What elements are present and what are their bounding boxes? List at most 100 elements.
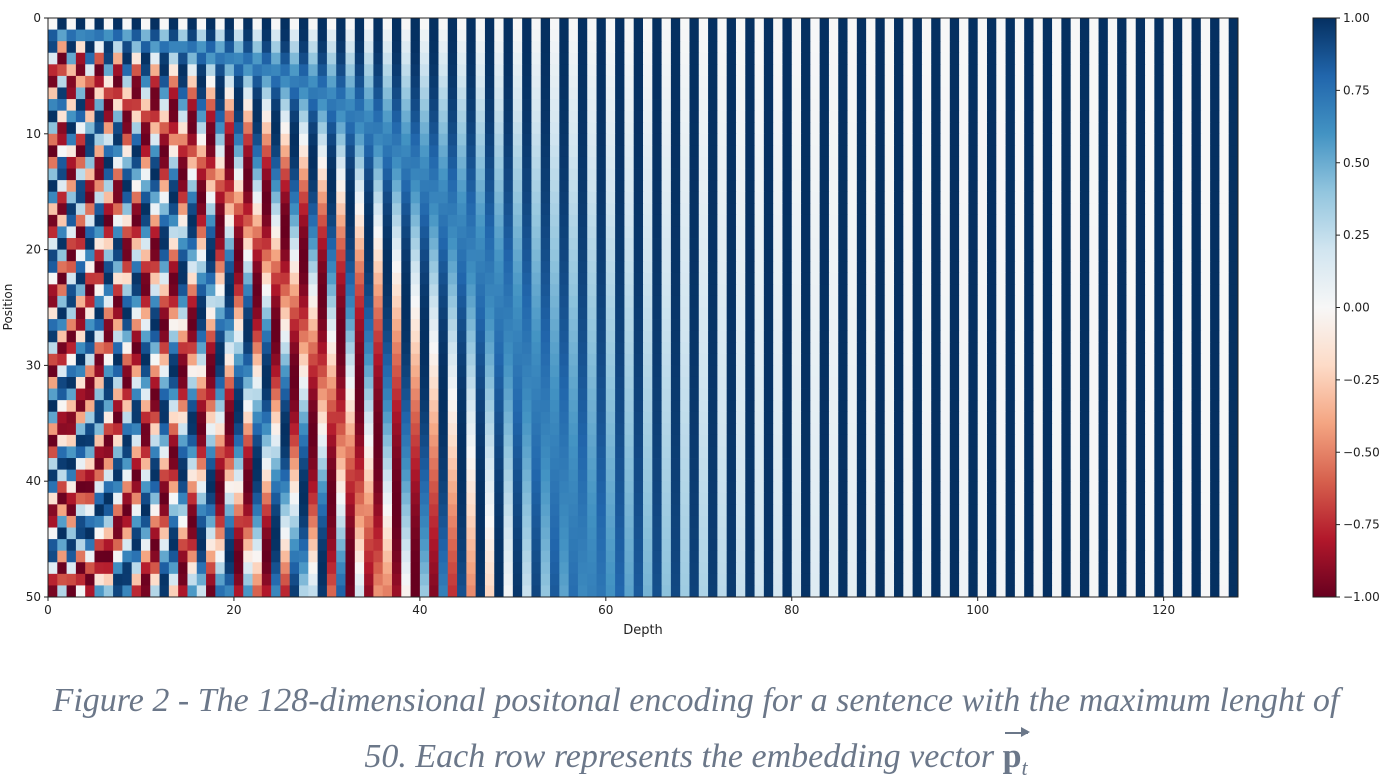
heatmap-cell (391, 214, 402, 227)
heatmap-cell (615, 400, 625, 413)
heatmap-cell (512, 133, 523, 146)
heatmap-cell (643, 203, 653, 216)
heatmap-cell (754, 18, 765, 30)
heatmap-cell (113, 75, 123, 88)
heatmap-cell (419, 168, 430, 181)
heatmap-cell (531, 249, 542, 262)
heatmap-cell (1079, 156, 1090, 169)
heatmap-cell (763, 458, 774, 471)
heatmap-cell (252, 353, 263, 366)
heatmap-cell (708, 122, 718, 135)
heatmap-cell (717, 238, 728, 250)
heatmap-cell (1117, 388, 1127, 401)
heatmap-cell (763, 307, 774, 320)
heatmap-cell (1042, 330, 1053, 343)
heatmap-cell (429, 365, 439, 378)
heatmap-cell (977, 330, 988, 343)
heatmap-cell (735, 145, 746, 158)
heatmap-cell (624, 330, 635, 343)
heatmap-cell (912, 388, 923, 401)
heatmap-cell (959, 261, 969, 274)
heatmap-cell (782, 226, 793, 239)
heatmap-cell (364, 75, 374, 88)
heatmap-cell (457, 434, 467, 447)
heatmap-cell (717, 180, 728, 193)
heatmap-cell (168, 52, 179, 65)
heatmap-cell (801, 168, 811, 181)
heatmap-cell (233, 330, 244, 343)
heatmap-cell (866, 284, 876, 297)
heatmap-cell (438, 330, 449, 343)
heatmap-cell (819, 423, 830, 436)
heatmap-cell (382, 64, 393, 77)
heatmap-cell (494, 400, 504, 413)
heatmap-cell (866, 203, 876, 216)
heatmap-cell (801, 110, 811, 123)
heatmap-cell (159, 41, 170, 54)
heatmap-cell (522, 168, 532, 181)
heatmap-cell (745, 330, 755, 343)
heatmap-cell (819, 400, 830, 413)
heatmap-cell (224, 145, 235, 158)
heatmap-cell (326, 145, 337, 158)
heatmap-cell (1191, 342, 1202, 355)
heatmap-cell (717, 388, 728, 401)
heatmap-cell (661, 272, 672, 285)
heatmap-cell (308, 342, 319, 355)
heatmap-cell (419, 191, 430, 204)
heatmap-cell (894, 342, 904, 355)
heatmap-cell (1005, 458, 1016, 471)
heatmap-cell (661, 342, 672, 355)
heatmap-cell (94, 99, 105, 112)
heatmap-cell (410, 342, 421, 355)
heatmap-cell (75, 180, 86, 193)
heatmap-cell (689, 145, 700, 158)
heatmap-cell (698, 226, 709, 239)
heatmap-cell (661, 191, 672, 204)
heatmap-cell (986, 64, 997, 77)
heatmap-cell (1070, 330, 1081, 343)
heatmap-cell (791, 122, 802, 135)
heatmap-cell (801, 458, 811, 471)
heatmap-cell (364, 133, 374, 146)
heatmap-cell (959, 156, 969, 169)
heatmap-cell (531, 307, 542, 320)
heatmap-cell (280, 133, 291, 146)
heatmap-cell (847, 191, 858, 204)
heatmap-cell (949, 214, 960, 227)
heatmap-cell (931, 353, 941, 366)
heatmap-cell (224, 458, 235, 471)
heatmap-cell (484, 261, 495, 274)
heatmap-cell (996, 365, 1006, 378)
heatmap-cell (447, 342, 458, 355)
heatmap-cell (503, 226, 514, 239)
heatmap-cell (326, 99, 337, 112)
heatmap-cell (1107, 388, 1118, 401)
heatmap-cell (206, 122, 216, 135)
heatmap-cell (577, 330, 588, 343)
heatmap-cell (1024, 342, 1034, 355)
heatmap-cell (708, 64, 718, 77)
heatmap-cell (429, 284, 439, 297)
heatmap-cell (57, 319, 67, 332)
heatmap-cell (1079, 18, 1090, 30)
heatmap-cell (986, 446, 997, 459)
heatmap-cell (633, 64, 644, 77)
heatmap-cell (559, 18, 570, 30)
heatmap-cell (1126, 168, 1137, 181)
heatmap-cell (410, 133, 421, 146)
heatmap-cell (968, 203, 979, 216)
heatmap-cell (577, 29, 588, 42)
heatmap-cell (838, 319, 848, 332)
heatmap-cell (828, 156, 839, 169)
heatmap-cell (754, 261, 765, 274)
heatmap-cell (726, 41, 737, 54)
heatmap-cell (150, 284, 160, 297)
heatmap-cell (680, 400, 690, 413)
heatmap-cell (233, 87, 244, 100)
heatmap-cell (94, 330, 105, 343)
heatmap-cell (717, 110, 728, 123)
heatmap-cell (856, 319, 867, 332)
heatmap-cell (364, 353, 374, 366)
heatmap-cell (1079, 423, 1090, 436)
